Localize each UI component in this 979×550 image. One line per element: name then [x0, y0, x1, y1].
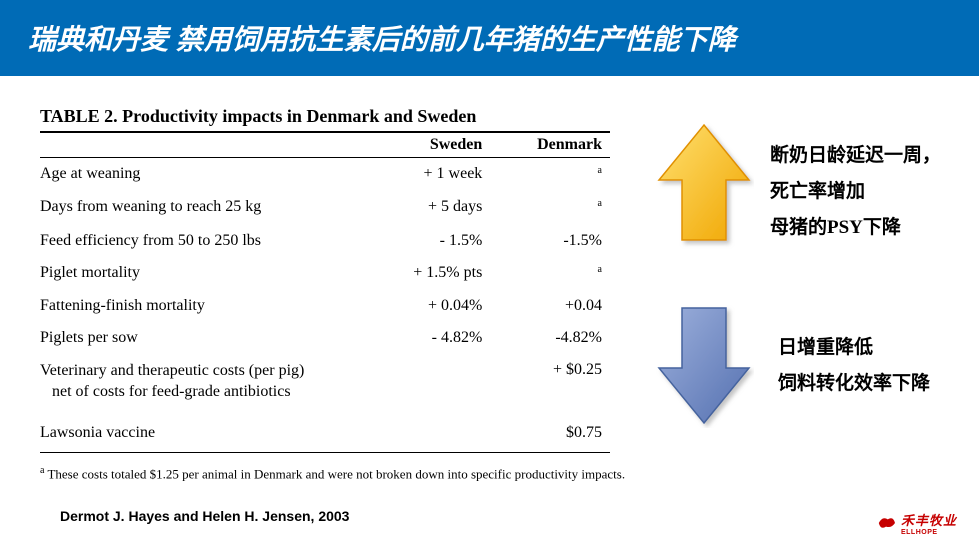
- table-footnote: a These costs totaled $1.25 per animal i…: [40, 465, 640, 482]
- row-denmark: +0.04: [490, 290, 610, 322]
- row-denmark: $0.75: [490, 410, 610, 453]
- row-label: Feed efficiency from 50 to 250 lbs: [40, 225, 371, 257]
- down-line1: 日增重降低: [778, 330, 930, 366]
- row-sweden: - 4.82%: [371, 322, 491, 354]
- row-sweden: + 1 week: [371, 158, 491, 192]
- down-arrow-icon: [654, 298, 754, 433]
- table-row: Feed efficiency from 50 to 250 lbs - 1.5…: [40, 225, 610, 257]
- table-row: Days from weaning to reach 25 kg + 5 day…: [40, 191, 610, 224]
- row-denmark: + $0.25: [490, 354, 610, 410]
- up-line1: 断奶日龄延迟一周，: [770, 138, 941, 174]
- row-denmark: a: [490, 257, 610, 290]
- row-denmark: a: [490, 191, 610, 224]
- brand-logo: 禾丰牧业 ELLHOPE: [875, 510, 957, 536]
- table-row: Piglets per sow - 4.82% -4.82%: [40, 322, 610, 354]
- col-blank: [40, 132, 371, 158]
- footnote-sup: a: [40, 465, 44, 476]
- row-label: Piglet mortality: [40, 257, 371, 290]
- table-row: Veterinary and therapeutic costs (per pi…: [40, 354, 610, 410]
- row-label: Piglets per sow: [40, 322, 371, 354]
- row-label: Lawsonia vaccine: [40, 410, 371, 453]
- table-row: Fattening-finish mortality + 0.04% +0.04: [40, 290, 610, 322]
- row-label: Days from weaning to reach 25 kg: [40, 191, 371, 224]
- sup-a: a: [598, 198, 602, 209]
- row-sweden: [371, 410, 491, 453]
- header-title: 瑞典和丹麦 禁用饲用抗生素后的前几年猪的生产性能下降: [28, 24, 736, 55]
- up-line2: 死亡率增加: [770, 174, 941, 210]
- productivity-table: Sweden Denmark Age at weaning + 1 week a…: [40, 131, 610, 453]
- row-label: Fattening-finish mortality: [40, 290, 371, 322]
- sup-a: a: [598, 165, 602, 176]
- table-row: Lawsonia vaccine $0.75: [40, 410, 610, 453]
- citation: Dermot J. Hayes and Helen H. Jensen, 200…: [60, 508, 979, 524]
- row-label: Age at weaning: [40, 158, 371, 192]
- row-sweden: + 0.04%: [371, 290, 491, 322]
- table-title: TABLE 2. Productivity impacts in Denmark…: [40, 106, 979, 127]
- col-denmark: Denmark: [490, 132, 610, 158]
- down-annotation: 日增重降低 饲料转化效率下降: [778, 330, 930, 402]
- col-sweden: Sweden: [371, 132, 491, 158]
- row-denmark: -4.82%: [490, 322, 610, 354]
- table-row: Piglet mortality + 1.5% pts a: [40, 257, 610, 290]
- logo-text-wrap: 禾丰牧业 ELLHOPE: [901, 510, 957, 536]
- up-annotation: 断奶日龄延迟一周， 死亡率增加 母猪的PSY下降: [770, 138, 941, 246]
- row-label: Veterinary and therapeutic costs (per pi…: [40, 354, 371, 410]
- row-denmark: -1.5%: [490, 225, 610, 257]
- up-line3: 母猪的PSY下降: [770, 210, 941, 246]
- down-line2: 饲料转化效率下降: [778, 366, 930, 402]
- row-sweden: [371, 354, 491, 410]
- logo-sub: ELLHOPE: [901, 529, 957, 536]
- sup-a: a: [598, 264, 602, 275]
- row-sweden: - 1.5%: [371, 225, 491, 257]
- table-header-row: Sweden Denmark: [40, 132, 610, 158]
- footnote-text: These costs totaled $1.25 per animal in …: [47, 466, 625, 481]
- row-sweden: + 1.5% pts: [371, 257, 491, 290]
- logo-icon: [875, 514, 897, 532]
- page-header: 瑞典和丹麦 禁用饲用抗生素后的前几年猪的生产性能下降: [0, 0, 979, 76]
- row-denmark: a: [490, 158, 610, 192]
- row-sweden: + 5 days: [371, 191, 491, 224]
- logo-text: 禾丰牧业: [901, 510, 957, 529]
- table-row: Age at weaning + 1 week a: [40, 158, 610, 192]
- table-body: Age at weaning + 1 week a Days from wean…: [40, 158, 610, 453]
- up-arrow-icon: [654, 120, 754, 255]
